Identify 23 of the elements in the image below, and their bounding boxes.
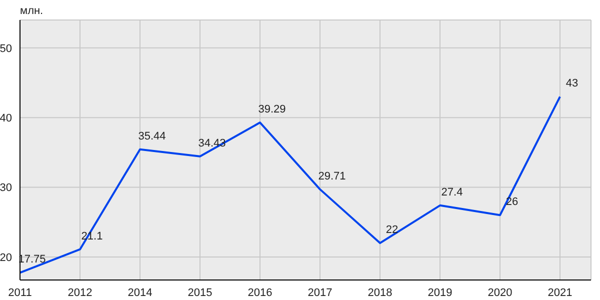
line-series [19, 96, 561, 274]
y-tick-label: 20 [0, 252, 12, 264]
data-label: 22 [386, 224, 398, 236]
data-label: 43 [566, 78, 578, 90]
x-tick-label: 2018 [368, 286, 392, 299]
y-tick-label: 40 [0, 112, 12, 124]
x-tick-label: 2020 [488, 286, 512, 299]
x-tick-label: 2012 [68, 286, 92, 299]
data-label: 26 [506, 196, 518, 208]
x-tick-label: 2011 [8, 286, 32, 299]
x-tick-label: 2015 [188, 286, 212, 299]
x-tick-label: 2017 [308, 286, 332, 299]
x-tick-label: 2019 [428, 286, 452, 299]
data-label: 35.44 [138, 130, 166, 142]
data-label: 29.71 [318, 170, 346, 182]
x-tick-label: 2014 [128, 286, 152, 299]
y-tick-label: 50 [0, 42, 12, 55]
x-tick-label: 2021 [548, 286, 572, 299]
y-axis-title: млн. [20, 5, 44, 17]
data-label: 27.4 [441, 186, 463, 198]
y-tick-label: 30 [0, 182, 12, 194]
data-label: 39.29 [258, 104, 286, 116]
x-tick-label: 2016 [248, 286, 272, 299]
